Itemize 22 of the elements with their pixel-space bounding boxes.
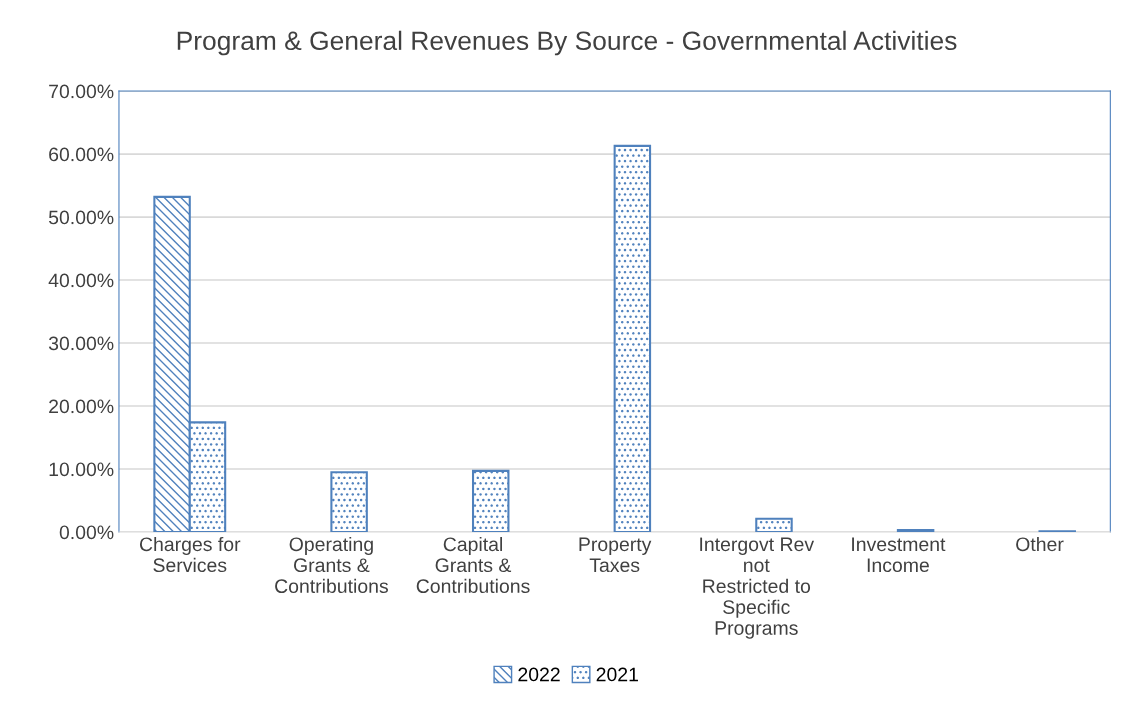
bar bbox=[755, 517, 793, 533]
x-tick-label: Charges for Services bbox=[139, 536, 241, 573]
y-tick-label: 20.00% bbox=[49, 399, 114, 414]
x-tick-label: Investment Income bbox=[852, 537, 946, 573]
x-tick-label: Intergovt Rev not Restricted to Specific Programs bbox=[700, 537, 815, 639]
x-tick-label: Operating Grants & Contributions bbox=[275, 536, 388, 594]
legend-label: 2021 bbox=[596, 667, 638, 682]
x-tick-label: Capital Grants & Contributions bbox=[416, 536, 530, 594]
y-tick-label: 50.00% bbox=[48, 210, 114, 225]
bar bbox=[330, 471, 368, 533]
legend-label: 2022 bbox=[518, 667, 560, 682]
x-tick-label: Other bbox=[1016, 536, 1064, 552]
y-tick-label: 0.00% bbox=[59, 525, 114, 540]
bar bbox=[613, 144, 652, 533]
chart-title: Program & General Revenues By Source - Governmental Activities bbox=[177, 30, 957, 56]
x-tick-label: Property Taxes bbox=[579, 537, 652, 573]
y-tick-label: 10.00% bbox=[49, 462, 114, 477]
y-tick-label: 60.00% bbox=[49, 147, 114, 162]
y-tick-label: 40.00% bbox=[48, 273, 114, 288]
y-tick-label: 70.00% bbox=[49, 84, 114, 99]
y-tick-label: 30.00% bbox=[48, 336, 114, 351]
bar bbox=[471, 469, 510, 533]
